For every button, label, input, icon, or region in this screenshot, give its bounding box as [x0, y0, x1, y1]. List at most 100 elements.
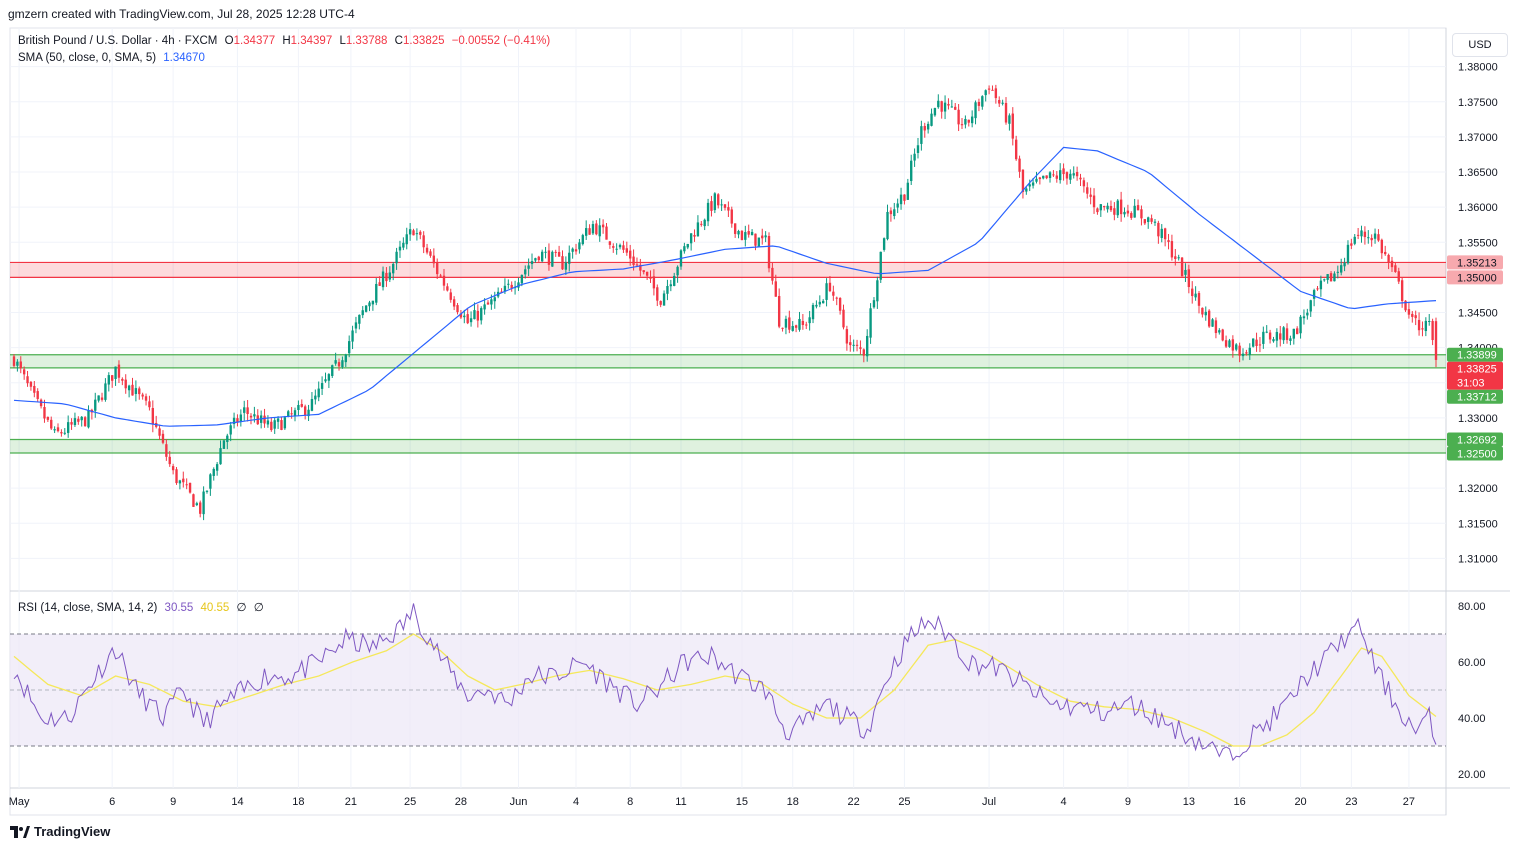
candle-body: [141, 394, 144, 397]
rsi-tick-label: 40.00: [1458, 713, 1486, 725]
time-tick-label: 13: [1183, 796, 1195, 808]
candle-body: [960, 124, 964, 126]
candle-body: [791, 326, 794, 331]
candle-body: [1238, 345, 1241, 356]
rsi-panel: [10, 603, 1446, 762]
candle-body: [1119, 199, 1123, 215]
candle-body: [866, 335, 869, 357]
candle: [1143, 218, 1147, 225]
candle: [175, 467, 178, 485]
time-axis[interactable]: May 6 9 14 18 21 25 28 Jun 4 8 11 15 18 22 25 Jul 4 9 13 16 2…: [9, 796, 1415, 808]
candle-body: [1353, 236, 1356, 244]
candle: [673, 272, 676, 287]
candle: [845, 325, 849, 351]
candle: [984, 89, 987, 102]
candle-body: [402, 242, 405, 248]
candle-body: [1140, 209, 1143, 219]
candle-body: [500, 291, 503, 293]
support-zone: [10, 354, 1446, 368]
candle-body: [1126, 210, 1130, 214]
candle-body: [476, 310, 480, 321]
candle-body: [1211, 319, 1214, 327]
candle-body: [280, 420, 283, 430]
candle-body: [652, 276, 656, 289]
candle: [910, 154, 913, 185]
candle: [63, 428, 66, 436]
candle: [994, 84, 998, 104]
candle-body: [893, 209, 896, 217]
candle-body: [842, 309, 845, 328]
candle: [676, 265, 679, 283]
candle: [131, 377, 134, 396]
candle-body: [19, 361, 22, 369]
candle-body: [1390, 260, 1394, 268]
candle: [1262, 326, 1265, 349]
candle-body: [1235, 344, 1238, 350]
candle-body: [710, 201, 713, 211]
candle-body: [510, 284, 513, 289]
rsi-legend[interactable]: RSI (14, close, SMA, 14, 2) 30.55 40.55 …: [18, 600, 268, 614]
candle-body: [117, 364, 121, 378]
candle-body: [662, 293, 666, 306]
candle-body: [1323, 279, 1326, 281]
candle-body: [1275, 331, 1279, 341]
currency-button[interactable]: USD: [1452, 33, 1508, 57]
candle: [364, 305, 368, 313]
candle-body: [121, 378, 124, 381]
candle: [561, 250, 564, 270]
price-label-text: 1.32500: [1457, 449, 1497, 461]
candle-body: [889, 210, 893, 215]
candle-body: [317, 388, 320, 398]
price-label-bg: [1447, 389, 1503, 404]
candle: [706, 198, 710, 227]
price-label: 1.35213: [1447, 255, 1503, 270]
tradingview-logo[interactable]: TradingView: [10, 824, 110, 839]
candle-body: [1360, 230, 1363, 237]
candle-body: [246, 407, 249, 415]
sma-legend[interactable]: SMA (50, close, 0, SMA, 5) 1.34670: [18, 52, 209, 64]
candle-body: [422, 235, 425, 248]
candle-body: [899, 194, 903, 205]
candle: [1336, 265, 1339, 279]
candle-body: [676, 266, 679, 276]
candle: [578, 238, 581, 254]
candle: [1055, 171, 1058, 183]
candle-body: [825, 283, 828, 300]
candle-body: [442, 275, 446, 286]
candle: [310, 392, 314, 412]
candle-body: [405, 234, 408, 245]
candle: [1194, 286, 1197, 301]
sma-label: SMA (50, close, 0, SMA, 5): [18, 52, 157, 64]
candle-body: [168, 456, 171, 465]
candle-body: [473, 310, 476, 320]
candle-body: [588, 228, 591, 235]
price-tick-label: 1.36000: [1458, 202, 1498, 214]
candle: [486, 300, 490, 305]
candle-body: [974, 102, 977, 119]
candle-body: [1174, 256, 1177, 259]
candle: [595, 220, 598, 236]
candle-body: [1400, 280, 1404, 302]
candle-body: [334, 360, 337, 364]
candle-body: [998, 99, 1001, 104]
candle: [717, 193, 720, 209]
time-tick-label: 25: [404, 796, 416, 808]
candle-body: [903, 194, 906, 201]
candle: [1035, 171, 1038, 184]
price-axis[interactable]: 1.38000 1.37500 1.37000 1.36500 1.36000 1.355…: [1458, 62, 1498, 781]
candle-body: [1221, 329, 1224, 341]
candle-body: [1245, 352, 1248, 354]
candle-body: [320, 383, 324, 389]
symbol-name[interactable]: British Pound / U.S. Dollar · 4h · FXCM: [18, 35, 218, 47]
candle-body: [1255, 339, 1258, 347]
candle-body: [557, 251, 561, 257]
candle: [46, 416, 50, 422]
candle: [19, 356, 22, 374]
candle: [1251, 338, 1255, 348]
candle-body: [1008, 115, 1011, 124]
candle: [1421, 321, 1424, 337]
candle: [148, 395, 151, 411]
candle-body: [517, 282, 520, 288]
candle-body: [507, 283, 510, 285]
